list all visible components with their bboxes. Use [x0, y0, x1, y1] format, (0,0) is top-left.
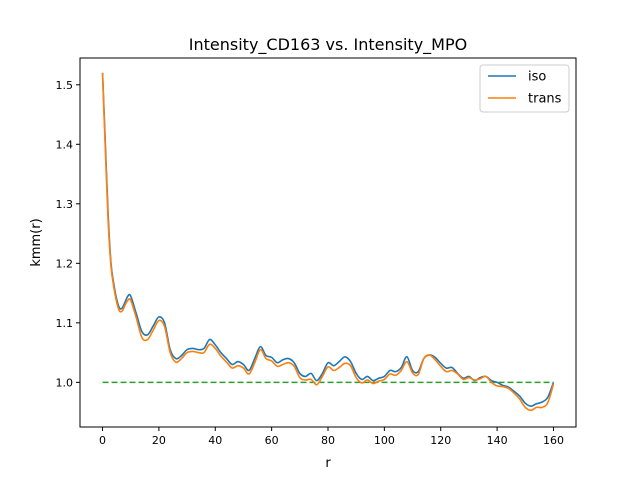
legend-label-iso: iso: [528, 70, 546, 85]
x-tick-label: 0: [99, 434, 106, 447]
plot-lines: [101, 72, 555, 412]
x-tick-label: 60: [265, 434, 279, 447]
y-tick-label: 1.5: [56, 79, 74, 92]
x-tick-label: 100: [374, 434, 395, 447]
x-tick-label: 80: [321, 434, 335, 447]
x-tick-label: 120: [430, 434, 451, 447]
x-tick-label: 20: [152, 434, 166, 447]
series-line-trans: [101, 72, 555, 412]
y-axis: 1.0 1.1 1.2 1.3 1.4 1.5: [56, 79, 80, 389]
x-tick-label: 160: [543, 434, 564, 447]
x-axis-label: r: [325, 456, 331, 471]
x-axis: 0 20 40 60 80 100 120 140 160: [99, 427, 564, 447]
y-axis-label: kmm(r): [29, 218, 44, 266]
y-tick-label: 1.1: [56, 317, 74, 330]
y-tick-label: 1.3: [56, 198, 74, 211]
y-tick-label: 1.2: [56, 257, 74, 270]
legend-label-trans: trans: [528, 92, 562, 107]
y-tick-label: 1.4: [56, 138, 74, 151]
x-tick-label: 140: [487, 434, 508, 447]
y-tick-label: 1.0: [56, 376, 74, 389]
x-tick-label: 40: [208, 434, 222, 447]
plot-frame: [79, 57, 577, 428]
legend: iso trans: [479, 64, 570, 113]
chart-title: Intensity_CD163 vs. Intensity_MPO: [189, 35, 467, 55]
